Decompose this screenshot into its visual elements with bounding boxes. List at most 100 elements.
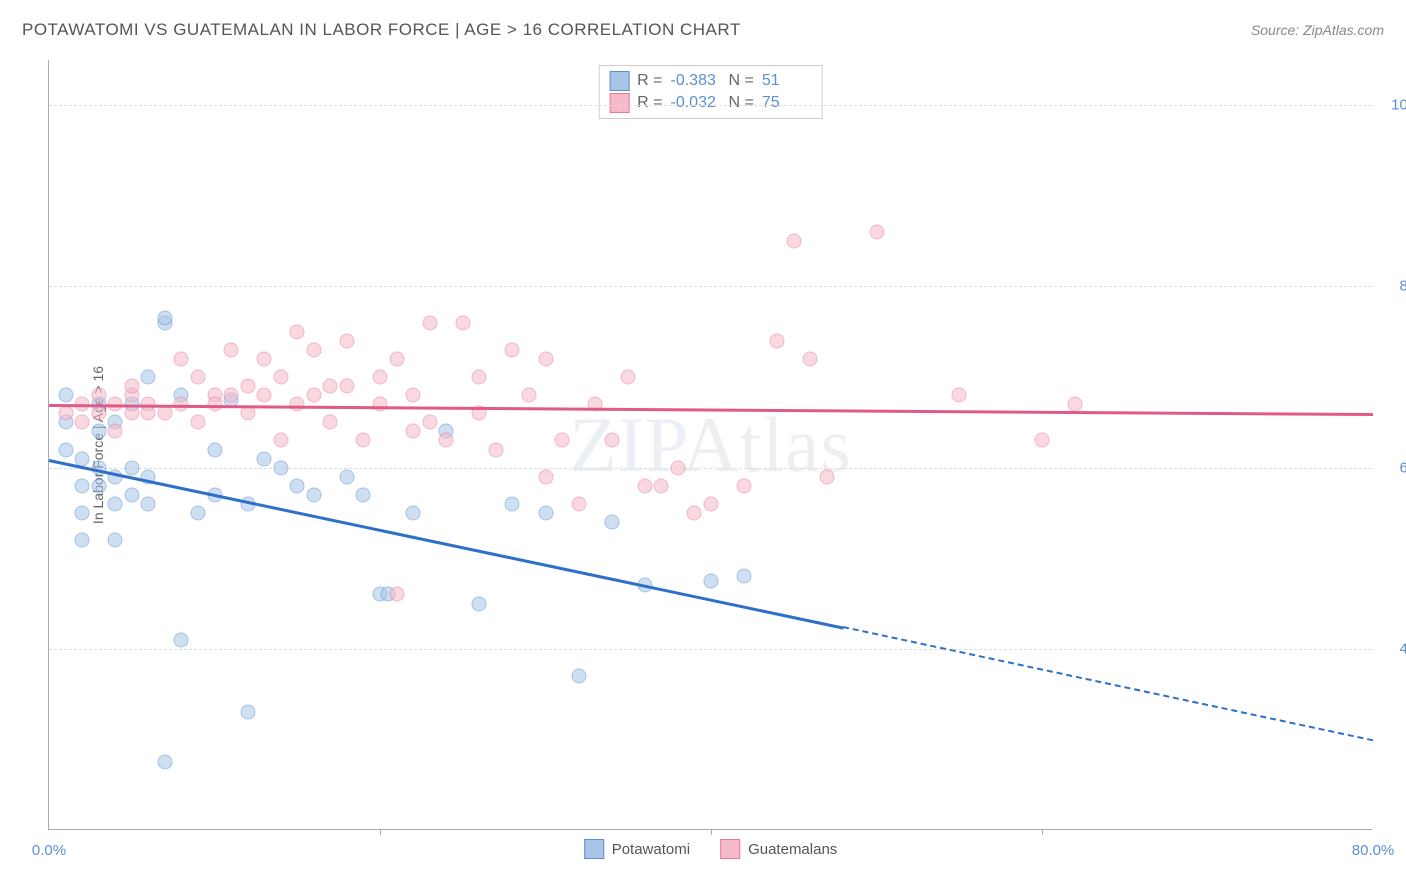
scatter-point (91, 388, 106, 403)
scatter-point (108, 424, 123, 439)
scatter-point (224, 388, 239, 403)
scatter-point (455, 315, 470, 330)
scatter-point (670, 460, 685, 475)
scatter-point (257, 351, 272, 366)
trend-line (843, 626, 1373, 741)
scatter-point (704, 496, 719, 511)
scatter-point (141, 370, 156, 385)
scatter-point (75, 533, 90, 548)
scatter-point (786, 234, 801, 249)
scatter-point (290, 397, 305, 412)
stat-row: R = -0.032 N = 75 (609, 92, 812, 114)
trend-line (49, 459, 844, 629)
scatter-point (339, 379, 354, 394)
scatter-point (373, 370, 388, 385)
x-tick (380, 829, 381, 835)
scatter-point (240, 406, 255, 421)
scatter-point (240, 379, 255, 394)
x-tick-label: 0.0% (32, 842, 66, 859)
grid-line (49, 286, 1372, 287)
scatter-point (108, 496, 123, 511)
scatter-point (406, 424, 421, 439)
x-tick-label: 80.0% (1352, 842, 1395, 859)
scatter-point (538, 351, 553, 366)
r-value: -0.032 (671, 94, 721, 112)
scatter-point (174, 351, 189, 366)
legend-swatch (584, 839, 604, 859)
scatter-point (737, 569, 752, 584)
scatter-point (190, 505, 205, 520)
scatter-point (571, 669, 586, 684)
scatter-point (273, 460, 288, 475)
scatter-point (124, 379, 139, 394)
n-label: N = (729, 72, 754, 90)
r-label: R = (637, 94, 662, 112)
scatter-point (306, 342, 321, 357)
scatter-point (174, 632, 189, 647)
scatter-point (472, 370, 487, 385)
legend-item: Potawatomi (584, 839, 690, 859)
scatter-point (257, 388, 272, 403)
r-value: -0.383 (671, 72, 721, 90)
source-attribution: Source: ZipAtlas.com (1251, 22, 1384, 38)
scatter-point (75, 415, 90, 430)
scatter-point (58, 388, 73, 403)
scatter-point (141, 406, 156, 421)
scatter-point (75, 451, 90, 466)
scatter-point (124, 487, 139, 502)
scatter-point (406, 505, 421, 520)
scatter-point (571, 496, 586, 511)
n-label: N = (729, 94, 754, 112)
scatter-point (654, 478, 669, 493)
scatter-point (637, 478, 652, 493)
legend-swatch (720, 839, 740, 859)
n-value: 51 (762, 72, 812, 90)
scatter-point (1035, 433, 1050, 448)
legend-label: Potawatomi (612, 841, 690, 858)
legend-swatch (609, 93, 629, 113)
scatter-point (373, 397, 388, 412)
chart-legend: Potawatomi Guatemalans (584, 839, 838, 859)
x-tick (711, 829, 712, 835)
scatter-point (737, 478, 752, 493)
r-label: R = (637, 72, 662, 90)
x-tick (1042, 829, 1043, 835)
scatter-point (505, 342, 520, 357)
chart-plot-area: In Labor Force | Age > 16 ZIPAtlas R =-0… (48, 60, 1372, 830)
scatter-point (952, 388, 967, 403)
scatter-point (770, 333, 785, 348)
scatter-point (124, 460, 139, 475)
scatter-point (472, 596, 487, 611)
scatter-point (157, 311, 172, 326)
grid-line (49, 649, 1372, 650)
correlation-stats-box: R = -0.383 N = 51 R = -0.032 N = 75 (598, 65, 823, 119)
scatter-point (91, 424, 106, 439)
scatter-point (1068, 397, 1083, 412)
scatter-point (190, 415, 205, 430)
scatter-point (555, 433, 570, 448)
grid-line (49, 468, 1372, 469)
scatter-point (538, 505, 553, 520)
y-tick-label: 40.0% (1382, 640, 1406, 657)
legend-swatch (609, 71, 629, 91)
scatter-point (488, 442, 503, 457)
scatter-point (157, 406, 172, 421)
scatter-point (604, 433, 619, 448)
scatter-point (339, 469, 354, 484)
scatter-point (704, 573, 719, 588)
scatter-point (58, 442, 73, 457)
scatter-point (157, 755, 172, 770)
legend-label: Guatemalans (748, 841, 837, 858)
scatter-point (273, 370, 288, 385)
scatter-point (207, 442, 222, 457)
legend-item: Guatemalans (720, 839, 837, 859)
scatter-point (819, 469, 834, 484)
scatter-point (124, 406, 139, 421)
scatter-point (803, 351, 818, 366)
scatter-point (422, 315, 437, 330)
y-tick-label: 100.0% (1382, 97, 1406, 114)
scatter-point (356, 433, 371, 448)
n-value: 75 (762, 94, 812, 112)
scatter-point (621, 370, 636, 385)
scatter-point (538, 469, 553, 484)
